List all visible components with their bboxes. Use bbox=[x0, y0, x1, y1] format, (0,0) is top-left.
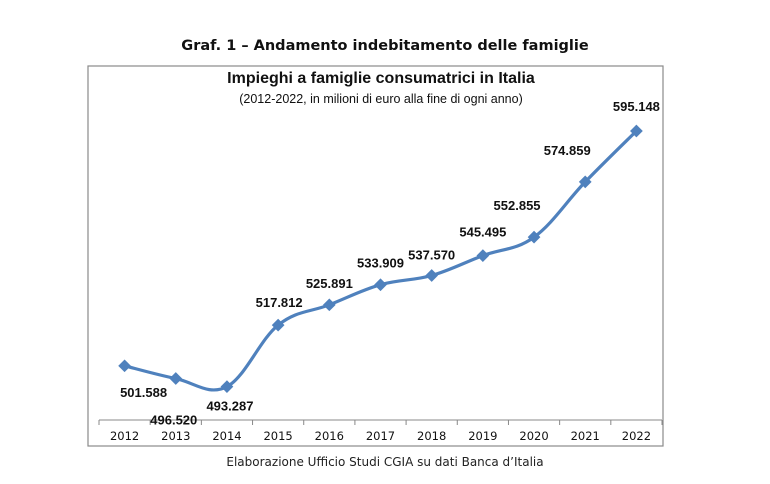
data-label: 552.855 bbox=[494, 198, 541, 213]
chart-frame bbox=[87, 65, 664, 447]
figure-title: Graf. 1 – Andamento indebitamento delle … bbox=[181, 38, 589, 54]
data-point-marker bbox=[118, 359, 131, 373]
data-point-marker bbox=[220, 380, 234, 394]
data-label: 537.570 bbox=[408, 248, 455, 263]
data-label: 493.287 bbox=[206, 399, 253, 414]
data-label: 517.812 bbox=[256, 295, 303, 310]
data-point-marker bbox=[476, 249, 490, 262]
data-point-marker bbox=[374, 278, 387, 292]
x-tick-label: 2013 bbox=[161, 429, 190, 443]
x-tick-label: 2017 bbox=[366, 429, 395, 443]
data-label: 525.891 bbox=[306, 276, 353, 291]
data-label: 545.495 bbox=[459, 225, 506, 240]
data-label: 533.909 bbox=[357, 256, 404, 271]
source-note: Elaborazione Ufficio Studi CGIA su dati … bbox=[226, 455, 544, 469]
data-label: 496.520 bbox=[150, 413, 197, 428]
data-label: 574.859 bbox=[544, 143, 591, 158]
x-tick-label: 2021 bbox=[571, 429, 600, 443]
data-label: 595.148 bbox=[613, 99, 660, 114]
data-point-marker bbox=[271, 318, 285, 332]
x-tick-label: 2022 bbox=[622, 429, 651, 443]
data-point-marker bbox=[425, 269, 439, 282]
data-point-marker bbox=[169, 372, 183, 385]
x-tick-label: 2012 bbox=[110, 429, 139, 443]
x-tick-label: 2019 bbox=[468, 429, 497, 443]
chart-title: Impieghi a famiglie consumatrici in Ital… bbox=[227, 70, 535, 87]
x-tick-label: 2020 bbox=[519, 429, 548, 443]
x-tick-label: 2014 bbox=[212, 429, 241, 443]
data-label: 501.588 bbox=[120, 385, 167, 400]
data-point-marker bbox=[322, 298, 336, 312]
x-tick-label: 2015 bbox=[263, 429, 292, 443]
x-tick-label: 2016 bbox=[315, 429, 344, 443]
chart-subtitle: (2012-2022, in milioni di euro alla fine… bbox=[239, 92, 523, 106]
x-tick-label: 2018 bbox=[417, 429, 446, 443]
